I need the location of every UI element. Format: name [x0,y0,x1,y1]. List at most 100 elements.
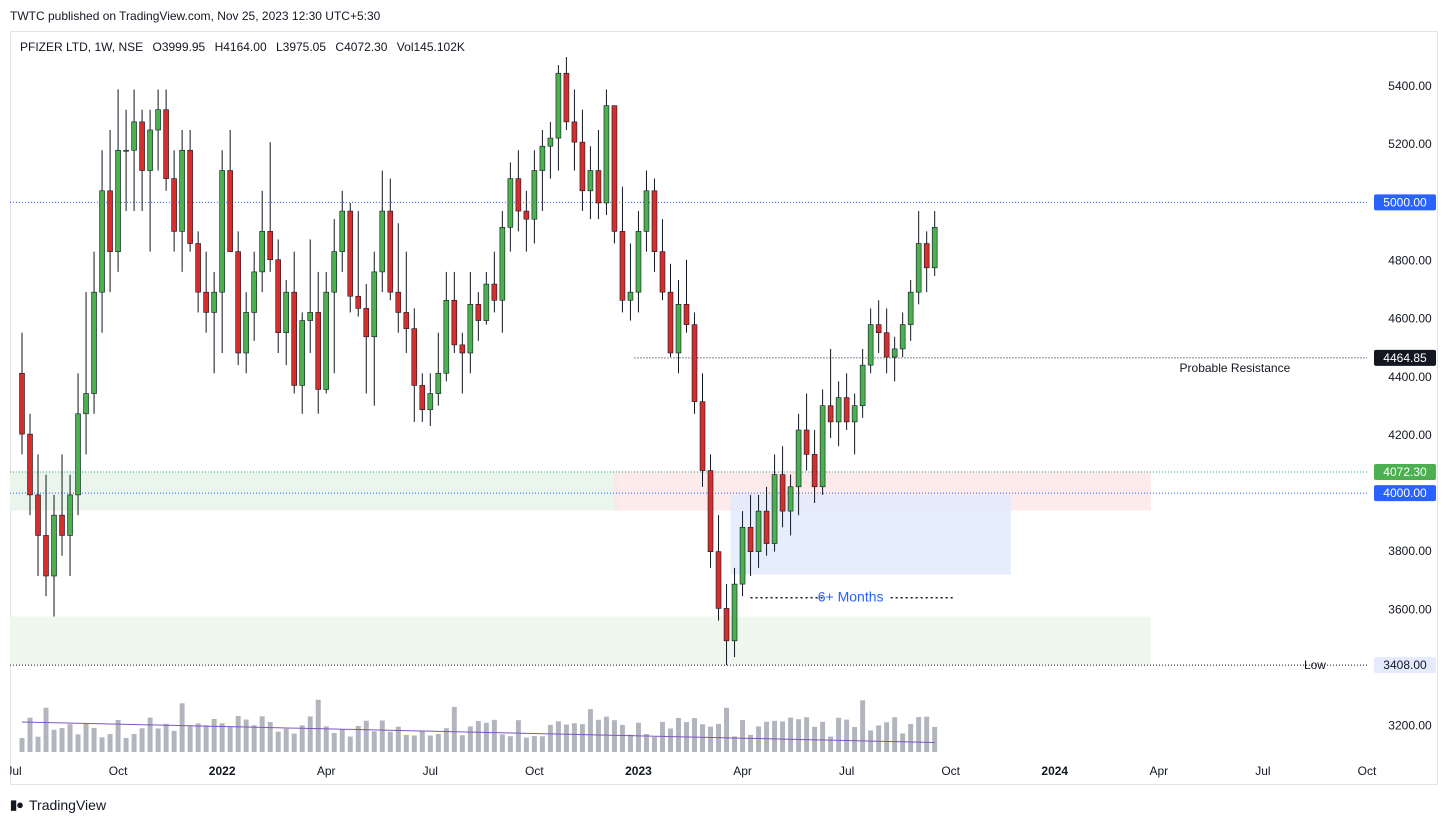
candle[interactable] [515,150,522,232]
candle[interactable] [419,373,426,422]
candle[interactable] [555,65,562,171]
candle[interactable] [299,312,305,414]
candle[interactable] [627,243,634,321]
zone-demand[interactable] [10,616,1151,665]
candle[interactable] [107,129,113,293]
candle[interactable] [347,202,354,313]
candle[interactable] [155,89,161,171]
candle[interactable] [19,332,25,455]
candle[interactable] [435,332,442,406]
candle[interactable] [27,413,33,516]
candle[interactable] [219,150,225,353]
candle[interactable] [75,373,81,516]
candle[interactable] [411,308,418,422]
candle[interactable] [459,332,466,394]
candle[interactable] [891,336,898,382]
candle[interactable] [187,129,193,252]
candle[interactable] [667,263,674,358]
candle[interactable] [763,486,770,556]
candle[interactable] [483,271,490,325]
candle[interactable] [259,190,265,293]
candle[interactable] [787,474,794,536]
candle[interactable] [643,170,650,252]
candle[interactable] [859,348,866,418]
candle[interactable] [771,454,778,552]
candle[interactable] [899,312,906,358]
candle[interactable] [139,109,145,212]
candle[interactable] [603,89,610,216]
price-label[interactable]: 4000.00 [1374,485,1436,502]
candle[interactable] [715,515,722,621]
candle[interactable] [35,454,41,576]
candle[interactable] [851,393,858,455]
candle[interactable] [779,446,786,528]
candle[interactable] [803,393,810,471]
candle[interactable] [827,348,834,439]
candle[interactable] [147,109,153,252]
candle[interactable] [611,105,618,244]
candle[interactable] [867,308,874,374]
candle[interactable] [339,190,346,272]
candle[interactable] [211,271,217,374]
candle[interactable] [307,239,314,353]
candle[interactable] [731,567,738,658]
candle[interactable] [595,129,602,220]
candle[interactable] [563,57,570,130]
annotation-label[interactable]: Low [1304,658,1326,672]
candle[interactable] [387,178,394,301]
candle[interactable] [235,231,241,366]
candle[interactable] [59,454,65,556]
candle[interactable] [795,413,802,516]
candle[interactable] [539,129,546,212]
candle[interactable] [275,239,281,353]
candle[interactable] [43,474,49,597]
candle[interactable] [323,271,330,394]
candle[interactable] [843,373,850,431]
candle[interactable] [755,494,762,568]
candle[interactable] [915,211,922,305]
candle[interactable] [243,292,249,374]
candle[interactable] [115,89,121,272]
candle[interactable] [123,109,129,212]
candle[interactable] [179,129,185,272]
candle[interactable] [499,211,506,333]
candle[interactable] [819,389,826,495]
candle[interactable] [811,430,818,503]
price-label[interactable]: 5000.00 [1374,194,1436,211]
candle[interactable] [315,271,322,414]
candle[interactable] [379,170,386,293]
candle[interactable] [531,150,538,244]
candle[interactable] [99,150,105,333]
candle[interactable] [51,494,57,617]
candle[interactable] [83,292,89,455]
candle[interactable] [227,129,233,252]
candle[interactable] [467,271,474,374]
price-label[interactable]: 4072.30 [1374,464,1436,481]
time-axis[interactable]: Jul Oct 2022 Apr Jul Oct 2023 Apr Jul Oct 2024 Apr J… [10,764,1377,778]
candle[interactable] [907,279,914,341]
candle[interactable] [331,219,338,374]
candle[interactable] [523,190,530,252]
candle[interactable] [395,223,402,333]
candle[interactable] [371,251,378,406]
candle[interactable] [163,89,169,191]
annotation-label[interactable]: Probable Resistance [1180,361,1291,375]
candle[interactable] [427,373,434,426]
candle[interactable] [443,271,450,382]
candle[interactable] [923,231,930,293]
candle[interactable] [251,251,257,341]
candle[interactable] [195,231,201,313]
candle[interactable] [931,211,938,276]
candle[interactable] [587,146,594,220]
candle[interactable] [451,271,458,353]
candle[interactable] [723,584,730,666]
candle[interactable] [507,162,514,252]
candle[interactable] [291,251,297,394]
candle[interactable] [835,381,842,447]
candle[interactable] [683,259,690,333]
candle[interactable] [707,454,714,568]
candle[interactable] [651,178,658,272]
price-axis[interactable]: 5400.00 5200.00 5000.00 4800.00 4600.00 4400.… [1374,79,1436,733]
candle[interactable] [475,292,482,341]
